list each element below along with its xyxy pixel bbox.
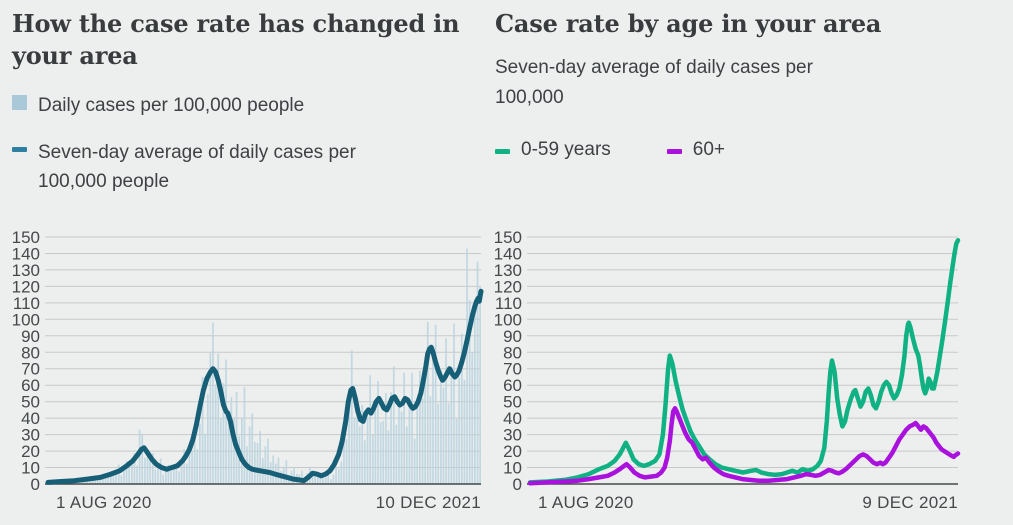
svg-text:120: 120 <box>495 277 522 296</box>
right-chart-legend: 0-59 years 60+ <box>495 135 1005 164</box>
right-chart-subtitle: Seven-day average of daily cases per 100… <box>495 56 813 109</box>
legend-item-seven-day-average: Seven-day average of daily cases per 100… <box>12 138 484 197</box>
x-axis-end-label: 10 DEC 2021 <box>376 493 481 512</box>
age-0-59-label: 0-59 years <box>521 139 611 161</box>
svg-text:90: 90 <box>503 327 522 346</box>
svg-text:110: 110 <box>13 294 40 313</box>
daily-cases-bars <box>47 248 481 484</box>
svg-text:60: 60 <box>503 376 522 395</box>
gridlines <box>527 236 958 468</box>
right-chart-title: Case rate by age in your area <box>495 9 882 38</box>
right-chart-panel: Case rate by age in your area Seven-day … <box>495 8 1005 165</box>
svg-text:80: 80 <box>503 343 522 362</box>
svg-text:60: 60 <box>21 376 40 395</box>
svg-text:40: 40 <box>503 409 522 428</box>
daily-cases-label: Daily cases per 100,000 people <box>38 95 305 117</box>
svg-text:120: 120 <box>12 277 40 296</box>
series-line-seven-day-average-of-daily-cases-per-100-000-people <box>45 288 484 485</box>
x-axis-labels: 1 AUG 2020 9 DEC 2021 <box>538 493 958 512</box>
svg-text:10: 10 <box>503 459 522 478</box>
legend-item-0-59-years: 0-59 years <box>495 135 611 164</box>
legend-item-60-plus: 60+ <box>666 135 726 164</box>
svg-text:50: 50 <box>21 393 40 412</box>
svg-text:50: 50 <box>503 393 522 412</box>
svg-text:90: 90 <box>21 327 40 346</box>
age-60-plus-swatch <box>666 148 682 154</box>
series-line-60- <box>527 406 961 486</box>
svg-text:130: 130 <box>12 261 40 280</box>
svg-text:0: 0 <box>31 475 40 494</box>
svg-text:130: 130 <box>495 261 522 280</box>
left-chart-panel: How the case rate has changed in your ar… <box>12 8 484 214</box>
svg-text:40: 40 <box>21 409 40 428</box>
age-0-59-swatch <box>495 148 510 154</box>
svg-text:110: 110 <box>495 294 522 313</box>
x-axis-start-label: 1 AUG 2020 <box>56 493 152 512</box>
svg-text:150: 150 <box>495 228 522 247</box>
svg-text:30: 30 <box>21 426 40 445</box>
legend-item-daily-cases: Daily cases per 100,000 people <box>12 91 484 120</box>
x-axis-labels: 1 AUG 2020 10 DEC 2021 <box>56 493 481 512</box>
svg-text:70: 70 <box>503 360 522 379</box>
age-60-plus-label: 60+ <box>692 139 726 161</box>
svg-text:20: 20 <box>21 442 40 461</box>
svg-text:30: 30 <box>503 426 522 445</box>
svg-text:20: 20 <box>503 442 522 461</box>
svg-text:140: 140 <box>495 245 522 264</box>
x-axis-end-label: 9 DEC 2021 <box>862 493 958 512</box>
left-chart-legend: Daily cases per 100,000 people Seven-day… <box>12 91 484 196</box>
x-axis-start-label: 1 AUG 2020 <box>538 493 634 512</box>
svg-text:10: 10 <box>21 459 40 478</box>
svg-text:80: 80 <box>21 343 40 362</box>
svg-text:0: 0 <box>513 475 522 494</box>
svg-text:100: 100 <box>12 310 40 329</box>
daily-cases-swatch <box>12 95 27 111</box>
svg-text:100: 100 <box>495 310 522 329</box>
svg-text:70: 70 <box>21 360 40 379</box>
gridlines <box>45 236 481 468</box>
seven-day-average-label: Seven-day average of daily cases per 100… <box>38 141 356 193</box>
left-chart-title: How the case rate has changed in your ar… <box>12 9 460 70</box>
seven-day-average-swatch <box>12 146 27 152</box>
svg-text:150: 150 <box>12 228 40 247</box>
series-line-0-59-years <box>527 238 961 485</box>
svg-text:140: 140 <box>12 245 40 264</box>
